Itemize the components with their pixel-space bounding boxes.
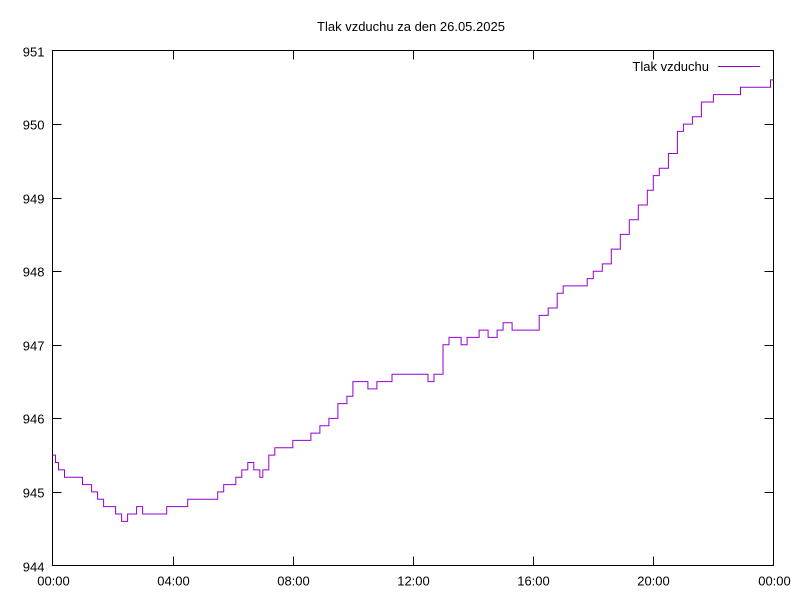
- x-tick-label: 00:00: [37, 574, 70, 589]
- x-tick-label: 20:00: [637, 574, 670, 589]
- series-layer: [52, 79, 774, 522]
- legend: Tlak vzduchu: [632, 59, 760, 74]
- y-tick-label: 951: [23, 45, 45, 60]
- x-tick-label: 04:00: [157, 574, 190, 589]
- y-tick-label: 950: [23, 118, 45, 133]
- x-tick-label: 00:00: [758, 574, 791, 589]
- x-axis: 00:00 04:00 08:00 12:00 16:00 20:00 00:00: [37, 50, 791, 589]
- y-tick-label: 949: [23, 192, 45, 207]
- series-line: [52, 79, 774, 522]
- y-tick-label: 948: [23, 265, 45, 280]
- y-tick-label: 947: [23, 339, 45, 354]
- legend-label: Tlak vzduchu: [632, 59, 709, 74]
- y-axis: 944 945 946 947 948 949 950 951: [23, 45, 774, 575]
- y-tick-label: 944: [23, 560, 45, 575]
- x-tick-label: 16:00: [517, 574, 550, 589]
- plot-frame: [52, 50, 774, 566]
- chart-title: Tlak vzduchu za den 26.05.2025: [317, 19, 505, 34]
- x-tick-label: 08:00: [277, 574, 310, 589]
- y-tick-label: 946: [23, 412, 45, 427]
- x-tick-label: 12:00: [397, 574, 430, 589]
- y-tick-label: 945: [23, 486, 45, 501]
